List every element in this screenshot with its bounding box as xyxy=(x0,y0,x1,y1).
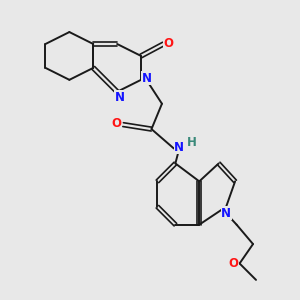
Text: O: O xyxy=(229,257,238,270)
Text: H: H xyxy=(187,136,197,149)
Text: N: N xyxy=(174,140,184,154)
Text: N: N xyxy=(115,91,124,103)
Text: O: O xyxy=(112,117,122,130)
Text: N: N xyxy=(142,72,152,85)
Text: O: O xyxy=(164,38,174,50)
Text: N: N xyxy=(221,207,231,220)
